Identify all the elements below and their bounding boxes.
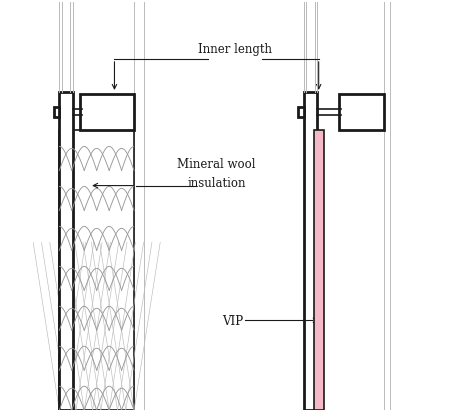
Bar xyxy=(59,131,134,410)
Bar xyxy=(298,108,303,118)
Bar xyxy=(59,131,134,410)
Bar xyxy=(59,131,134,410)
Bar xyxy=(59,131,134,410)
Bar xyxy=(59,131,134,410)
Bar xyxy=(59,131,134,410)
Text: Inner length: Inner length xyxy=(198,43,272,56)
Bar xyxy=(314,131,324,410)
Bar xyxy=(339,95,384,131)
Text: Mineral wool
insulation: Mineral wool insulation xyxy=(177,158,256,190)
Bar xyxy=(54,108,59,118)
Bar xyxy=(59,131,134,410)
Bar xyxy=(59,131,134,410)
Bar xyxy=(59,131,134,410)
Bar xyxy=(59,131,134,410)
Bar xyxy=(59,131,134,410)
Bar xyxy=(59,93,73,410)
Bar xyxy=(59,131,134,410)
Bar xyxy=(59,131,134,410)
Bar xyxy=(303,93,318,410)
Bar xyxy=(59,131,134,410)
Bar xyxy=(59,131,134,410)
Bar xyxy=(59,131,134,410)
Bar xyxy=(59,131,134,410)
Bar xyxy=(59,131,134,410)
Text: VIP: VIP xyxy=(222,314,244,327)
Bar xyxy=(59,131,134,410)
Bar xyxy=(80,95,134,131)
Bar xyxy=(59,131,134,410)
Bar xyxy=(59,131,134,410)
Bar xyxy=(59,131,134,410)
Bar xyxy=(59,131,134,410)
